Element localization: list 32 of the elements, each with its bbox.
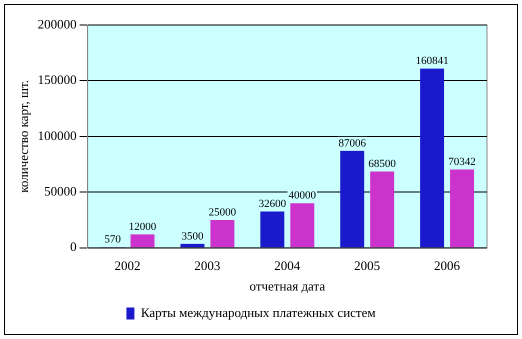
bar — [290, 203, 314, 248]
bar — [130, 234, 154, 248]
y-tick-label: 0 — [70, 239, 77, 254]
data-label: 570 — [104, 234, 122, 246]
bar — [370, 171, 394, 248]
x-tick-label: 2003 — [194, 258, 220, 274]
bar — [210, 220, 234, 248]
data-label: 87006 — [338, 137, 366, 150]
data-label: 3500 — [181, 230, 204, 242]
y-tick-label: 50000 — [44, 184, 77, 199]
x-tick-label: 2004 — [274, 258, 301, 274]
data-label: 70342 — [448, 156, 476, 168]
legend-label: Карты международных платежных систем — [140, 304, 376, 320]
bar — [260, 211, 284, 248]
data-label: 68500 — [368, 158, 396, 170]
data-label: 25000 — [208, 206, 237, 218]
bar — [340, 150, 364, 248]
bar — [180, 244, 204, 248]
data-label: 32600 — [258, 198, 287, 210]
y-tick-label: 100000 — [38, 128, 77, 143]
x-tick-label: 2006 — [434, 258, 461, 274]
data-label: 12000 — [128, 220, 157, 233]
x-tick-label: 2005 — [354, 258, 380, 274]
bar — [450, 169, 474, 248]
y-tick-label: 150000 — [38, 72, 77, 88]
x-tick-label: 2002 — [114, 258, 141, 274]
y-tick-label: 200000 — [38, 16, 77, 32]
data-label: 160841 — [416, 55, 449, 68]
data-label: 40000 — [288, 190, 317, 202]
y-axis-title: количество карт, шт. — [16, 80, 32, 193]
x-axis-title: отчетная дата — [249, 278, 326, 294]
bar — [420, 68, 444, 248]
